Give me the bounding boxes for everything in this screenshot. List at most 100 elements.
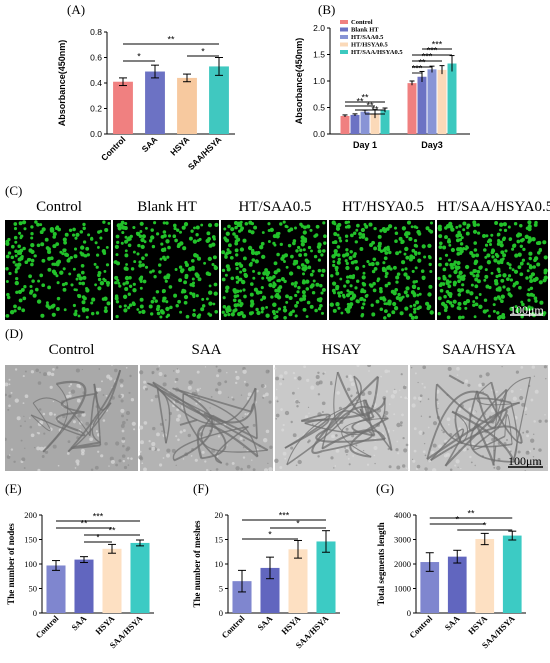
cell-dot (517, 265, 522, 270)
speckle (384, 410, 389, 416)
cell-dot (44, 237, 49, 242)
cell-dot (283, 315, 287, 320)
cell-dot (272, 275, 276, 279)
speckle (75, 459, 80, 464)
speckle (290, 446, 294, 450)
cell-dot (265, 313, 270, 318)
speckle (263, 438, 268, 443)
cell-dot (261, 254, 266, 260)
cell-dot (140, 237, 145, 243)
cell-dot (288, 271, 294, 276)
speckle (437, 402, 440, 405)
cell-dot (40, 242, 45, 247)
cell-dot (514, 305, 518, 309)
speckle (279, 466, 283, 469)
cell-dot (94, 241, 98, 245)
cell-dot (207, 223, 213, 228)
panel-label-b: (B) (318, 2, 336, 17)
cell-dot (152, 296, 156, 300)
cell-dot (122, 294, 128, 299)
speckle (210, 396, 213, 398)
cell-dot (190, 258, 195, 263)
panel-c-title-ht-saa: HT/SAA0.5 (238, 199, 312, 215)
cell-dot (350, 260, 355, 265)
cell-dot (415, 300, 420, 305)
cell-dot (166, 313, 171, 317)
cell-dot (101, 248, 106, 254)
cell-dot (68, 272, 72, 276)
cell-dot (332, 263, 336, 268)
cell-dot (362, 282, 367, 287)
cell-dot (139, 221, 144, 226)
tube-segment (284, 413, 331, 449)
cell-dot (296, 290, 300, 294)
cell-dot (317, 258, 321, 262)
cell-dot (15, 276, 19, 281)
cell-dot (383, 316, 387, 320)
cell-dot (482, 309, 487, 314)
cell-dot (162, 230, 167, 234)
cell-dot (192, 295, 196, 299)
cell-dot (518, 285, 522, 290)
cell-dot (415, 280, 418, 283)
cell-dot (403, 272, 408, 277)
bar (502, 535, 522, 613)
speckle (70, 389, 76, 394)
speckle (194, 458, 198, 462)
cell-dot (355, 228, 359, 232)
cell-dot (223, 227, 227, 231)
tube-segment (321, 429, 387, 450)
cell-dot (527, 288, 531, 292)
speckle (29, 425, 33, 429)
speckle (406, 397, 409, 400)
speckle (252, 468, 256, 471)
cell-dot (243, 294, 247, 299)
speckle (430, 450, 435, 455)
cell-dot (144, 226, 148, 230)
bar (437, 69, 447, 134)
cell-dot (81, 307, 86, 311)
cell-dot (437, 226, 442, 230)
cell-dot (206, 231, 211, 236)
cell-dot (192, 239, 198, 244)
cell-dot (106, 301, 111, 306)
cell-dot (455, 225, 459, 229)
speckle (196, 388, 200, 392)
cell-dot (13, 222, 18, 226)
cell-dot (498, 297, 502, 301)
cell-dot (161, 288, 166, 294)
speckle (243, 380, 246, 383)
bar (380, 110, 390, 134)
cell-dot (294, 281, 298, 285)
cell-dot (312, 279, 316, 283)
cell-dot (39, 273, 44, 278)
speckle (428, 415, 432, 419)
cell-dot (445, 281, 449, 285)
cell-dot (418, 292, 422, 296)
legend-swatch (340, 42, 348, 47)
cell-dot (155, 290, 160, 294)
cell-dot (457, 279, 461, 284)
speckle (177, 414, 182, 418)
cell-dot (378, 286, 383, 291)
speckle (74, 467, 77, 469)
cell-dot (251, 248, 255, 253)
cell-dot (469, 291, 474, 296)
cell-dot (469, 251, 474, 255)
speckle (311, 423, 314, 426)
cell-dot (40, 313, 45, 318)
tube-segment (42, 380, 87, 453)
cell-dot (124, 253, 129, 258)
speckle (215, 468, 219, 471)
cell-dot (528, 238, 533, 243)
cell-dot (73, 312, 78, 317)
cell-dot (54, 226, 58, 230)
cell-dot (82, 296, 87, 301)
cell-dot (462, 300, 468, 306)
cell-dot (225, 285, 230, 290)
cell-dot (149, 270, 153, 274)
speckle (417, 381, 419, 384)
cell-dot (314, 308, 318, 313)
speckle (52, 368, 55, 371)
cell-dot (339, 277, 343, 281)
